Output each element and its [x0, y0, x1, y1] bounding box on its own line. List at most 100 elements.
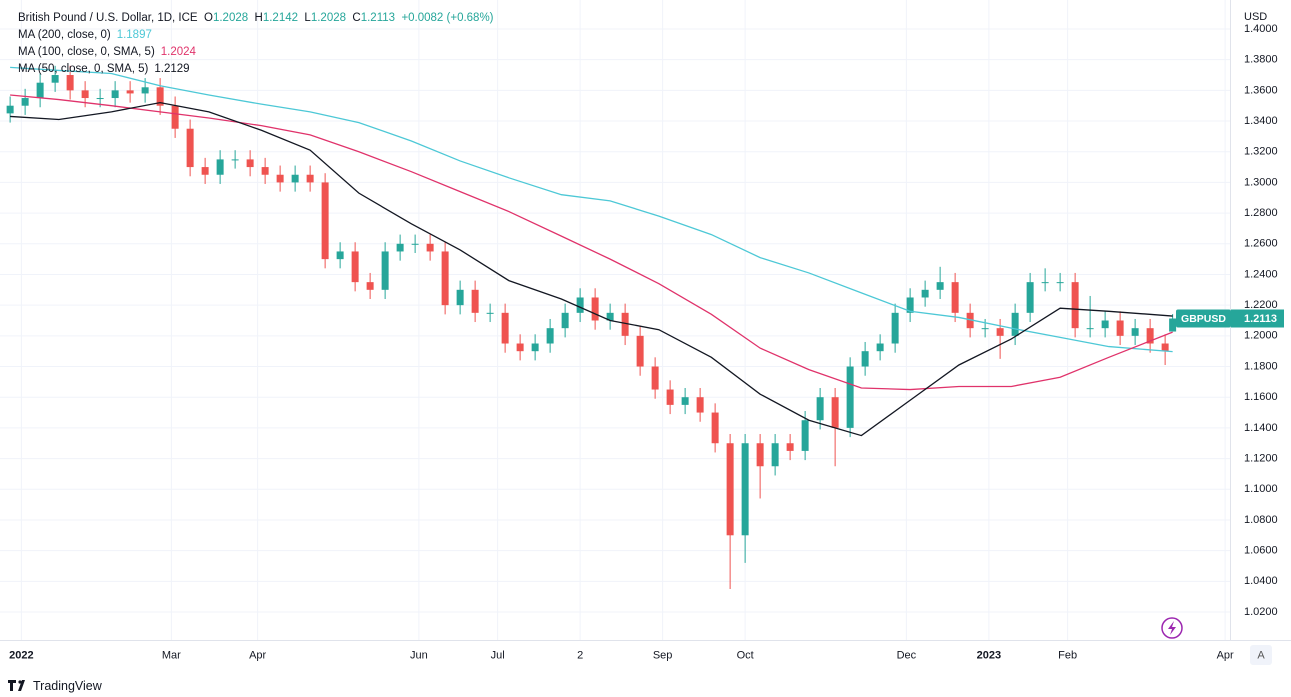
candle	[921, 280, 929, 307]
x-tick-label: Jun	[410, 649, 428, 661]
candle-body	[1026, 282, 1034, 313]
candle-body	[111, 90, 119, 99]
candle-body	[336, 251, 344, 260]
candle-body	[1131, 328, 1139, 336]
candle-body	[741, 443, 749, 536]
x-tick-label: 2	[577, 649, 583, 661]
candle	[411, 234, 419, 253]
candle	[711, 403, 719, 453]
candle	[111, 81, 119, 108]
y-tick-label: 1.0800	[1244, 514, 1278, 526]
candle-body	[126, 90, 134, 94]
y-tick-label: 1.3400	[1244, 115, 1278, 127]
candle-body	[36, 82, 44, 99]
candle	[816, 388, 824, 430]
candle	[351, 242, 359, 292]
candle-body	[981, 328, 989, 330]
plot	[6, 65, 1177, 589]
candle	[621, 303, 629, 346]
ohlc-value: 1.2028	[212, 12, 249, 24]
candle	[981, 318, 989, 338]
candle-body	[906, 297, 914, 313]
candle	[966, 303, 974, 338]
y-tick-label: 1.1400	[1244, 422, 1278, 434]
y-tick-label: 1.1200	[1244, 452, 1278, 464]
candle	[1116, 311, 1124, 346]
candle	[1131, 318, 1139, 346]
x-tick-label: Apr	[1217, 649, 1234, 661]
y-tick-label: 1.3800	[1244, 54, 1278, 66]
candle-body	[996, 328, 1004, 336]
ohlc-key: L	[304, 12, 311, 24]
ma-legend-row: MA (50, close, 0, SMA, 5) 1.2129	[18, 61, 494, 78]
candle-body	[936, 282, 944, 290]
candle-body	[531, 343, 539, 352]
candle	[1101, 311, 1109, 338]
candle-body	[6, 105, 14, 114]
candle	[246, 150, 254, 177]
ma-line	[10, 66, 1173, 353]
candle	[1041, 268, 1049, 292]
candle	[486, 303, 494, 323]
candle-body	[1086, 328, 1094, 330]
candle	[876, 334, 884, 361]
y-tick-label: 1.2000	[1244, 330, 1278, 342]
candle-body	[786, 443, 794, 451]
y-tick-label: 1.1600	[1244, 391, 1278, 403]
candle-body	[306, 174, 314, 183]
candle-body	[1011, 312, 1019, 336]
x-tick-label: 2023	[977, 649, 1001, 661]
y-tick-label: 1.0400	[1244, 575, 1278, 587]
candle	[1026, 272, 1034, 323]
candle	[696, 388, 704, 422]
y-tick-label: 1.3200	[1244, 146, 1278, 158]
y-tick-label: 1.2800	[1244, 207, 1278, 219]
auto-scale-label[interactable]: A	[1257, 649, 1265, 661]
candle-body	[21, 98, 29, 106]
tradingview-logo[interactable]	[8, 680, 25, 691]
lightning-button[interactable]	[1161, 617, 1183, 639]
candle	[336, 242, 344, 269]
candle-body	[426, 243, 434, 252]
ma-value: 1.1897	[116, 29, 152, 41]
y-tick-label: 1.2400	[1244, 268, 1278, 280]
currency-label: USD	[1244, 11, 1267, 23]
candle-body	[291, 174, 299, 183]
candle-body	[261, 167, 269, 175]
candle-body	[711, 412, 719, 444]
candle-body	[921, 289, 929, 298]
ohlc-key: O	[204, 12, 213, 24]
candle-body	[1146, 328, 1154, 344]
candle-body	[81, 90, 89, 99]
candle	[756, 434, 764, 499]
ma-legend: MA (200, close, 0) 1.1897 MA (100, close, …	[18, 27, 494, 78]
candle	[306, 165, 314, 192]
candle	[171, 96, 179, 138]
candle-body	[1056, 282, 1064, 284]
candle	[321, 173, 329, 269]
branding[interactable]: TradingView	[33, 679, 103, 693]
candle	[801, 411, 809, 461]
y-tick-label: 1.1800	[1244, 360, 1278, 372]
x-tick-label: Oct	[737, 649, 754, 661]
y-tick-label: 1.0200	[1244, 606, 1278, 618]
candle	[216, 150, 224, 184]
candle-body	[231, 159, 239, 161]
candle-body	[516, 343, 524, 352]
candle-body	[1071, 282, 1079, 329]
candle	[636, 326, 644, 376]
candle	[906, 288, 914, 323]
candle-body	[51, 75, 59, 83]
candle	[456, 280, 464, 315]
candle	[771, 434, 779, 476]
candle	[441, 242, 449, 315]
candle-body	[591, 297, 599, 321]
candle-body	[831, 397, 839, 428]
candle	[501, 303, 509, 353]
candle-body	[876, 343, 884, 352]
auto-scale-button[interactable]	[1250, 645, 1272, 665]
candle-body	[96, 98, 104, 100]
candle-body	[1161, 343, 1169, 352]
symbol-label: GBPUSD	[1181, 313, 1226, 325]
x-tick-label: Jul	[491, 649, 505, 661]
